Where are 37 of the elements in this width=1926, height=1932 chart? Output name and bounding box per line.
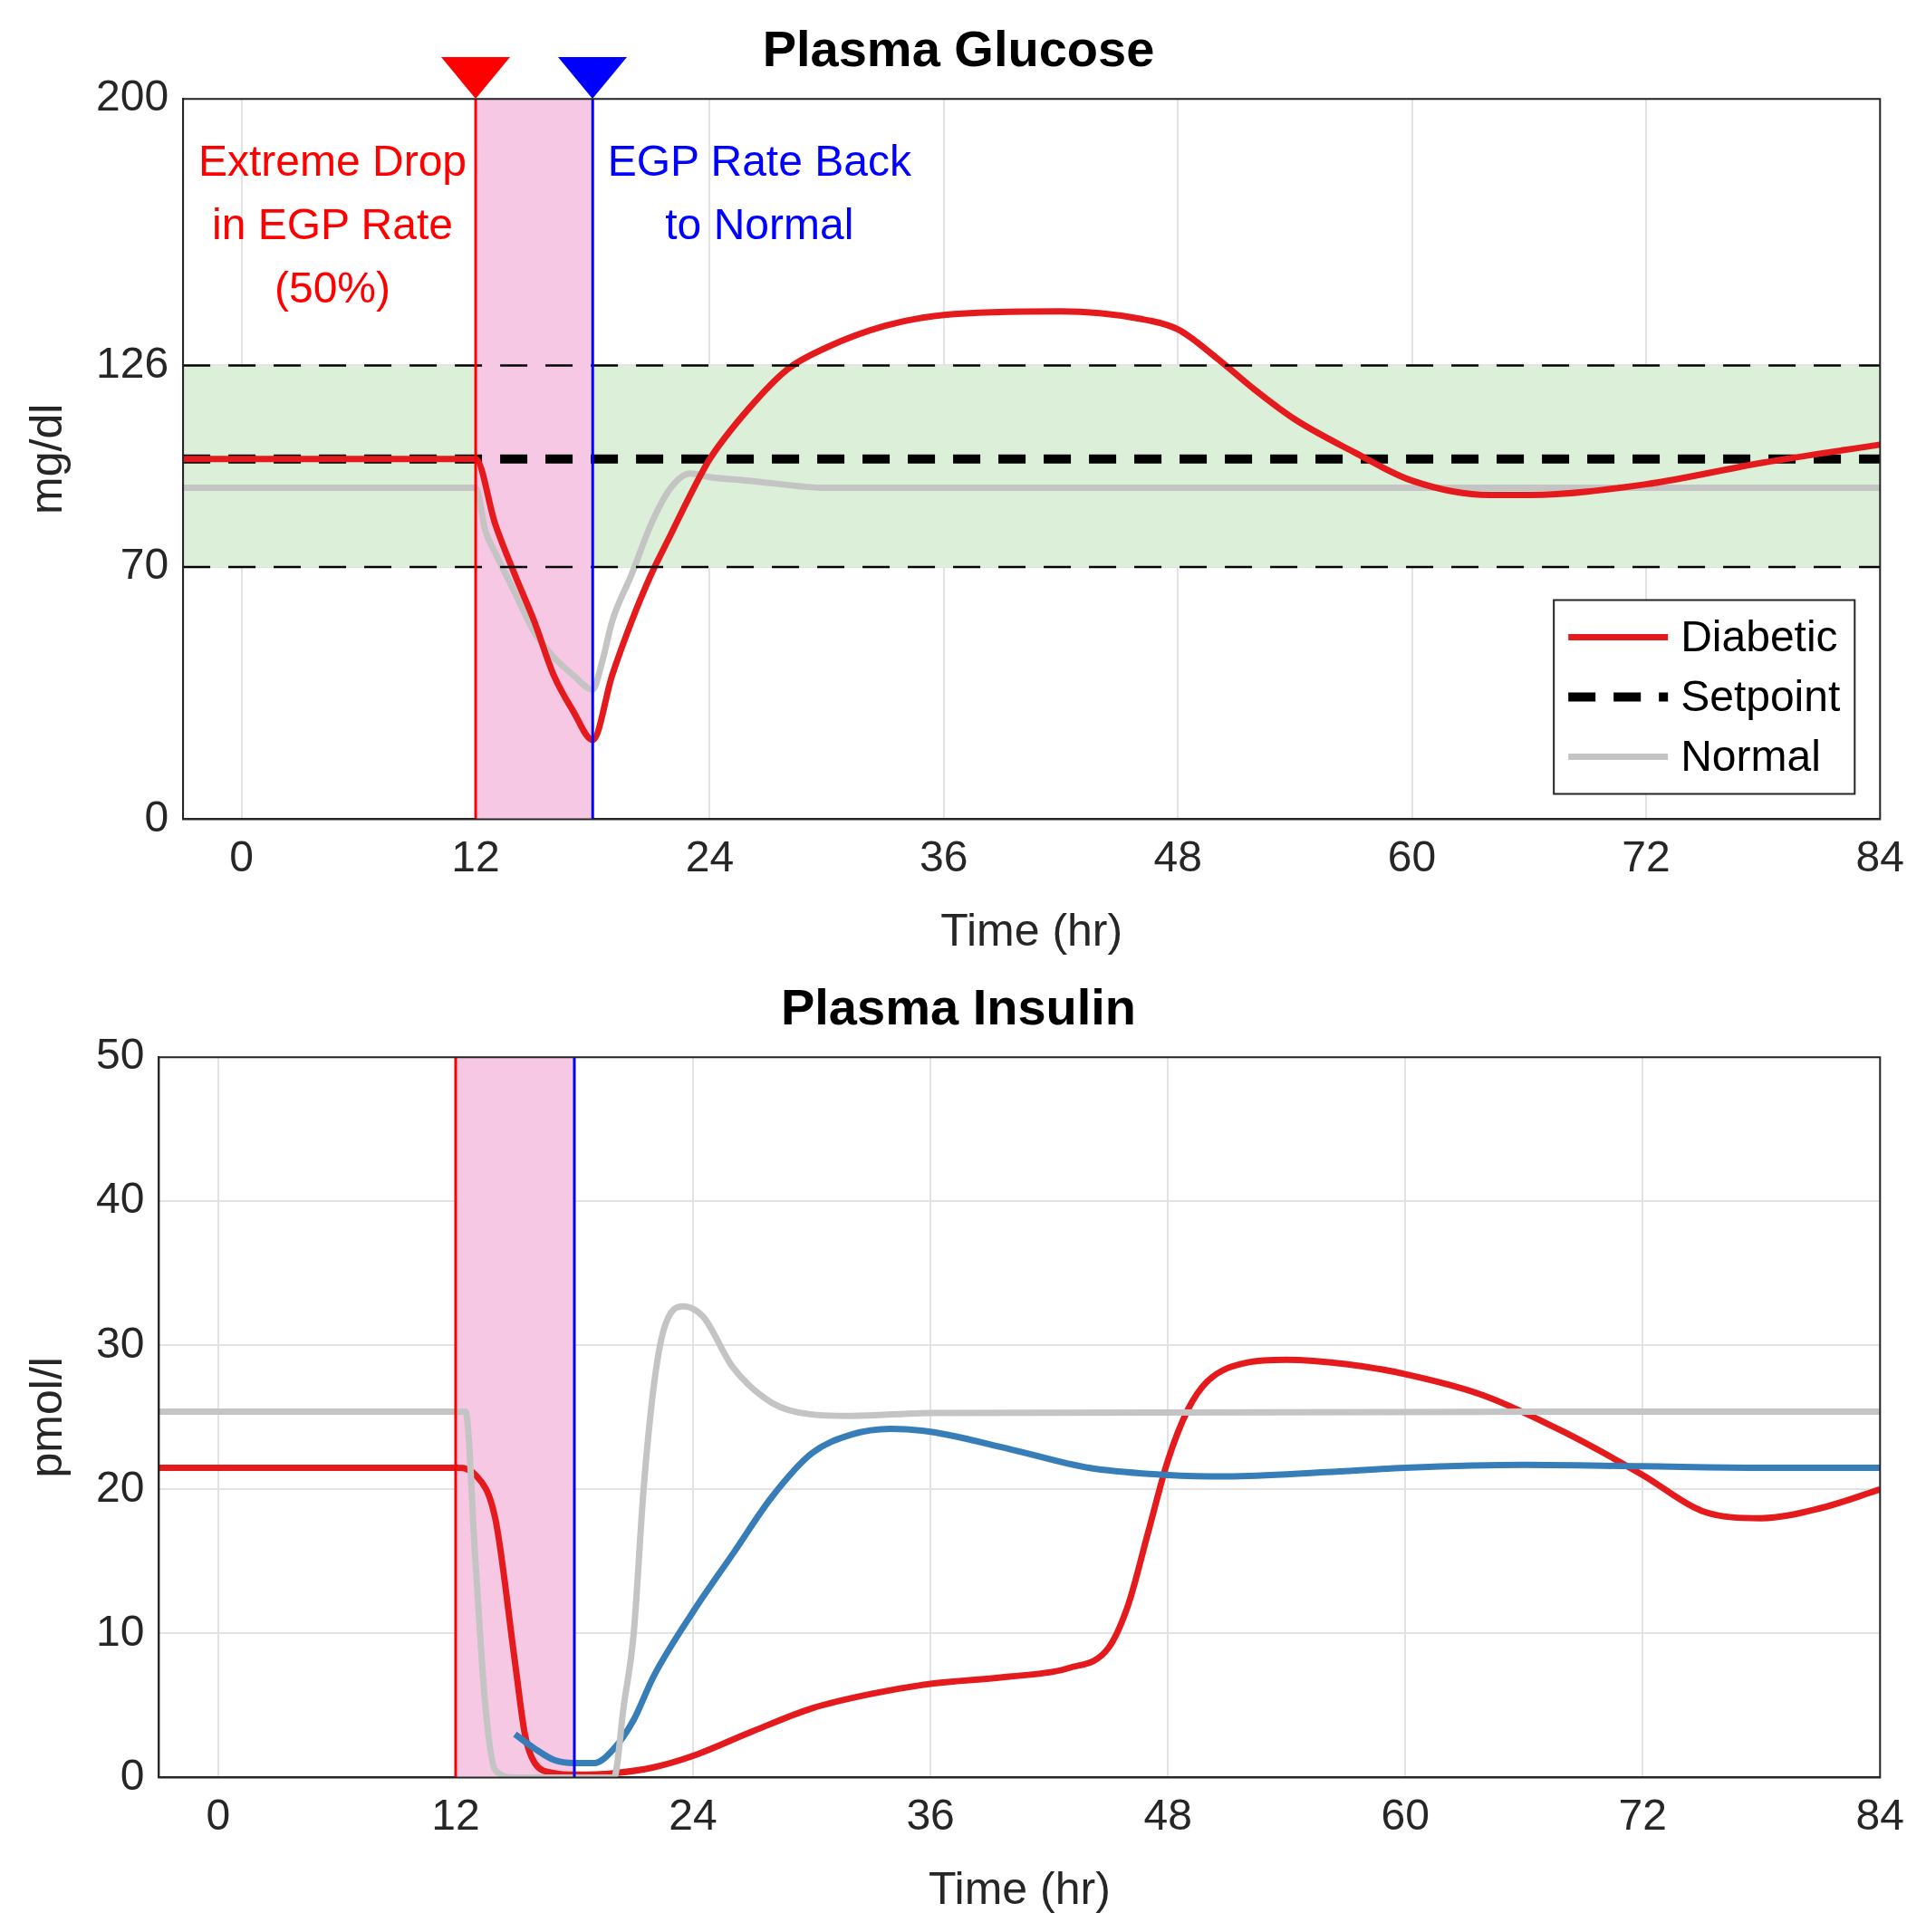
legend-label: Normal xyxy=(1680,731,1821,780)
y-tick-label: 10 xyxy=(96,1606,145,1655)
x-tick-label: 48 xyxy=(1143,1791,1192,1840)
legend-label: Diabetic xyxy=(1680,611,1838,660)
x-tick-label: 0 xyxy=(229,832,255,881)
x-tick-label: 36 xyxy=(906,1791,955,1840)
x-tick-label: 72 xyxy=(1622,832,1671,881)
y-tick-label: 0 xyxy=(144,792,169,841)
chart-title: Plasma Glucose xyxy=(762,20,1155,78)
x-tick-label: 48 xyxy=(1153,832,1202,881)
x-tick-label: 84 xyxy=(1855,1791,1904,1840)
x-axis-title: Time (hr) xyxy=(940,904,1123,956)
chart-title: Plasma Insulin xyxy=(780,978,1137,1036)
x-tick-label: 12 xyxy=(451,832,500,881)
x-tick-label: 84 xyxy=(1855,832,1904,881)
y-tick-label: 20 xyxy=(96,1462,145,1511)
x-tick-label: 12 xyxy=(431,1791,480,1840)
x-tick-label: 60 xyxy=(1387,832,1437,881)
x-tick-label: 24 xyxy=(669,1791,717,1840)
ref-line-label: Extreme Drop in EGP Rate (50%) xyxy=(197,137,467,312)
x-tick-label: 36 xyxy=(920,832,968,881)
y-tick-label: 40 xyxy=(96,1174,145,1223)
ref-line-label: EGP Rate Back to Normal xyxy=(607,137,912,249)
legend-label: Setpoint xyxy=(1680,671,1841,720)
y-tick-label: 0 xyxy=(120,1750,145,1799)
y-tick-label: 126 xyxy=(95,338,169,387)
y-axis-title: pmol/l xyxy=(20,1357,72,1478)
y-tick-label: 30 xyxy=(96,1318,145,1367)
x-tick-label: 60 xyxy=(1381,1791,1430,1840)
y-axis-title: mg/dl xyxy=(20,403,72,514)
y-tick-label: 200 xyxy=(95,72,169,120)
x-tick-label: 24 xyxy=(685,832,735,881)
x-tick-label: 72 xyxy=(1618,1791,1667,1840)
y-tick-label: 50 xyxy=(96,1030,145,1079)
x-axis-title: Time (hr) xyxy=(928,1862,1111,1914)
y-tick-label: 70 xyxy=(120,540,169,589)
x-tick-label: 0 xyxy=(206,1791,231,1840)
